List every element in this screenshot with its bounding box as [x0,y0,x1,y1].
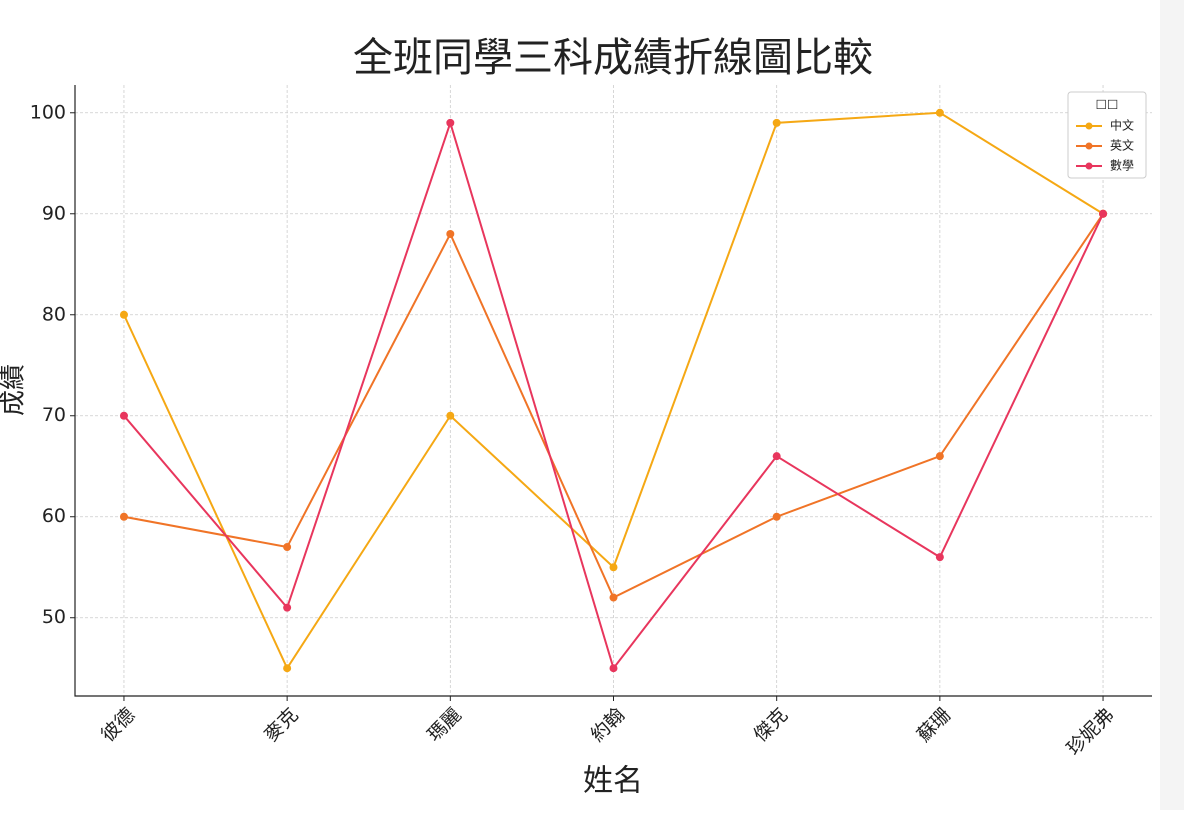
data-point [772,512,781,521]
data-point [446,118,455,127]
x-tick-label: 蘇珊 [913,704,955,746]
data-point [446,229,455,238]
x-tick-label: 珍妮弗 [1063,704,1119,760]
y-tick-label: 100 [30,101,66,123]
x-tick-label: 彼德 [97,704,139,746]
legend-box [1067,91,1147,179]
y-tick-label: 60 [42,505,66,527]
data-point [935,553,944,562]
data-point [1099,209,1108,218]
legend-marker [1085,122,1093,130]
data-point [119,310,128,319]
y-tick-label: 90 [42,202,66,224]
data-point [772,452,781,461]
axes [74,85,1152,697]
data-point [283,664,292,673]
data-point [609,563,618,572]
x-tick-label: 傑克 [750,704,792,746]
y-axis-label: 成績 [0,364,29,416]
data-point [935,108,944,117]
legend-label: 數學 [1110,159,1134,173]
legend-title: □□ [1096,97,1119,111]
y-tick-label: 70 [42,404,66,426]
legend-label: 中文 [1110,118,1134,133]
x-tick-label: 麥克 [260,704,302,746]
legend-marker [1085,162,1093,170]
data-point [609,664,618,673]
data-point [283,543,292,552]
data-point [446,411,455,420]
data-point [772,118,781,127]
data-point [935,452,944,461]
legend-marker [1085,142,1093,150]
chart-title: 全班同學三科成績折線圖比較 [353,35,873,81]
data-point [283,603,292,612]
data-point [119,512,128,521]
legend-label: 英文 [1110,138,1134,153]
scrollbar-track [1160,0,1184,810]
y-tick-label: 50 [42,606,66,628]
data-point [119,411,128,420]
x-tick-label: 瑪麗 [423,704,465,746]
y-tick-label: 80 [42,303,66,325]
x-tick-label: 約翰 [586,704,628,746]
x-axis-label: 姓名 [583,764,643,799]
data-point [609,593,618,602]
